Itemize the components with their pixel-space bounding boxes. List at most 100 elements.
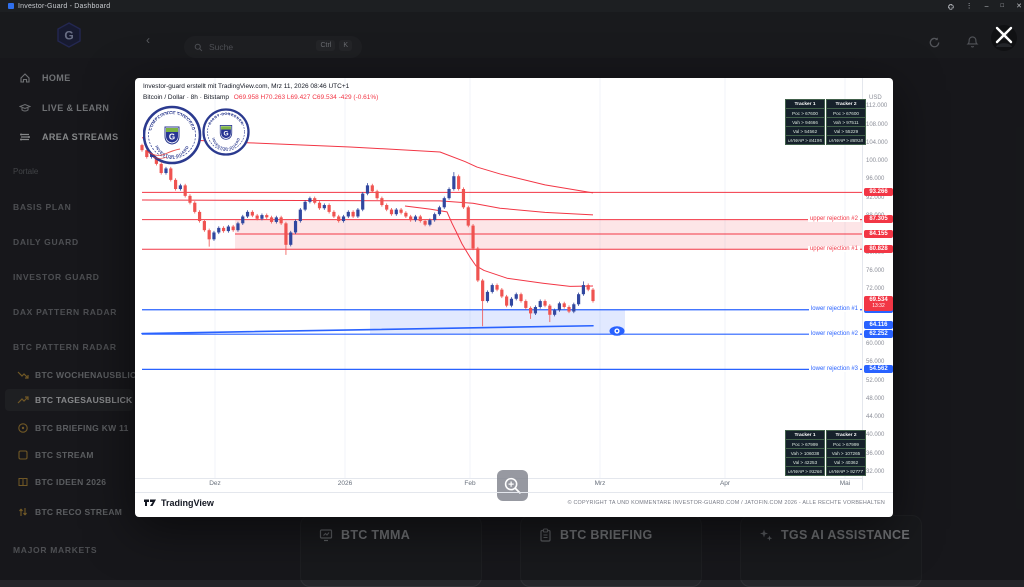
minimize-icon[interactable]: –	[984, 2, 989, 10]
candle-body	[466, 207, 470, 226]
candle-body	[567, 307, 571, 312]
sidebar-group-btc-pattern-radar[interactable]: BTC PATTERN RADAR	[13, 342, 117, 352]
candle-body	[577, 294, 581, 305]
candle-body	[572, 304, 576, 312]
candle-body	[164, 168, 168, 174]
candle-body	[154, 152, 158, 164]
tab-favicon	[8, 3, 14, 9]
candle-body	[509, 298, 514, 306]
candle-body	[442, 198, 446, 208]
tradingview-logo[interactable]: TradingView	[143, 497, 214, 508]
candle-body	[481, 280, 485, 302]
sidebar-item-btc-ideen[interactable]: BTC IDEEN 2026	[0, 471, 106, 493]
chart-svg[interactable]	[135, 78, 862, 482]
sidebar-item-btc-wochenausblick[interactable]: BTC WOCHENAUSBLICK	[0, 364, 143, 386]
candle-body	[212, 232, 216, 240]
candle-body	[514, 294, 518, 299]
visibility-eye-icon[interactable]	[609, 326, 625, 336]
candle-body	[337, 216, 341, 222]
tracker-row: uVWAP > 93266	[788, 468, 822, 474]
sidebar-item-btc-tagesausblick[interactable]: BTC TAGESAUSBLICK	[0, 389, 133, 411]
candle-body	[457, 176, 461, 190]
target-icon	[18, 423, 28, 433]
candle-body	[159, 163, 163, 174]
sidebar-collapse-chevron[interactable]: ‹	[146, 33, 150, 47]
price-tag: 80.828	[864, 244, 893, 253]
window-close-icon[interactable]: ✕	[1016, 3, 1022, 10]
candle-body	[317, 202, 322, 209]
sidebar-group-daily-guard[interactable]: DAILY GUARD	[13, 237, 79, 247]
candle-body	[548, 305, 552, 315]
candle-body	[557, 303, 562, 311]
tracker-title: Tracker 2	[827, 431, 865, 440]
time-label: Mai	[839, 480, 851, 487]
axis-tick: 48.000	[866, 395, 885, 402]
notifications-bell-icon[interactable]	[966, 35, 979, 49]
browser-menu-icon[interactable]: ⋮	[965, 3, 973, 10]
tracker-row: Poc > 67600	[786, 109, 824, 118]
candle-body	[173, 179, 178, 190]
candle-body	[538, 301, 542, 308]
sidebar-item-live-learn[interactable]: LIVE & LEARN	[0, 100, 109, 116]
axis-tick: 108.000	[866, 121, 888, 128]
search-input[interactable]: Suche Ctrl K	[184, 36, 362, 58]
tracker-title: Tracker 1	[786, 431, 824, 440]
zoom-out-button[interactable]	[497, 470, 528, 501]
sidebar-group-dax-pattern-radar[interactable]: DAX PATTERN RADAR	[13, 307, 118, 317]
refresh-icon[interactable]	[928, 36, 941, 49]
tracker-row: Vah > 94666	[786, 118, 824, 127]
magnifier-plus-icon	[504, 477, 521, 494]
candle-body	[149, 152, 154, 158]
maximize-icon[interactable]: □	[1000, 3, 1005, 9]
tracker-table: Tracker 1 Poc > 67999 Vah > 106038 Val > 42…	[785, 430, 825, 476]
sidebar-item-btc-briefing-kw11[interactable]: BTC BRIEFING KW 11	[0, 417, 129, 439]
candle-body	[193, 202, 197, 212]
sparkles-icon	[760, 529, 773, 541]
ma-line-0	[141, 137, 594, 194]
modal-close-button[interactable]	[990, 21, 1018, 49]
candle-body	[313, 198, 317, 203]
symbol-meta[interactable]: Bitcoin / Dollar · 8h · Bitstamp	[143, 94, 229, 101]
time-label: Feb	[464, 480, 476, 487]
candle-body	[351, 211, 355, 217]
browser-titlebar: Investor-Guard - Dashboard ⋮ – □ ✕	[0, 0, 1024, 12]
axis-tick: 92.000	[866, 194, 885, 201]
candle-body	[250, 211, 254, 216]
sidebar-item-btc-stream[interactable]: BTC STREAM	[0, 444, 94, 466]
time-axis[interactable]: Dez 2026 Feb Mrz Apr Mai	[135, 480, 862, 491]
ohlc-values: O69.958 H70.263 L69.427 C69.534 -429 (-0…	[233, 94, 379, 101]
chart-modal: Investor-guard erstellt mit TradingView.…	[135, 78, 893, 517]
price-axis[interactable]: USD 112.000 108.000 104.000 100.000 96.000 92…	[862, 78, 893, 490]
copyright-text: © COPYRIGHT TA UND KOMMENTARE INVESTOR-G…	[567, 500, 885, 506]
ma-line-2	[404, 205, 594, 287]
sidebar-item-btc-reco-stream[interactable]: BTC RECO STREAM	[0, 501, 122, 523]
candle-body	[452, 176, 456, 190]
sidebar-item-area-streams[interactable]: AREA STREAMS	[0, 129, 118, 145]
sidebar-group-basis-plan[interactable]: BASIS PLAN	[13, 202, 72, 212]
axis-tick: 60.000	[866, 341, 885, 347]
candle-body	[140, 145, 144, 151]
candle-body	[365, 185, 370, 194]
app-logo[interactable]: G	[56, 22, 82, 48]
sidebar-section-portale: Portale	[13, 167, 39, 176]
candle-body	[341, 216, 346, 222]
tracker-row: Poc > 67999	[786, 440, 824, 449]
axis-tick: 104.000	[866, 139, 888, 146]
sidebar-group-investor-guard[interactable]: INVESTOR GUARD	[13, 272, 100, 282]
axis-tick: 32.000	[866, 469, 885, 476]
extensions-icon[interactable]	[947, 3, 954, 10]
time-label: Dez	[209, 480, 221, 487]
trend-up-icon	[17, 396, 29, 404]
price-tag: 84.155	[864, 229, 893, 238]
candle-body	[389, 209, 394, 215]
axis-tick: 96.000	[866, 176, 885, 183]
tracker-row: Poc > 67600	[827, 109, 865, 118]
card-tgs-ai-assistance[interactable]: TGS AI ASSISTANCE	[740, 515, 922, 587]
candle-body	[293, 221, 298, 233]
sidebar-item-home[interactable]: HOME	[0, 70, 71, 86]
candle-body	[524, 301, 528, 308]
candle-body	[202, 221, 206, 231]
svg-text:G: G	[64, 29, 73, 43]
sidebar-section-major-markets: MAJOR MARKETS	[13, 545, 98, 555]
candle-body	[428, 220, 432, 225]
